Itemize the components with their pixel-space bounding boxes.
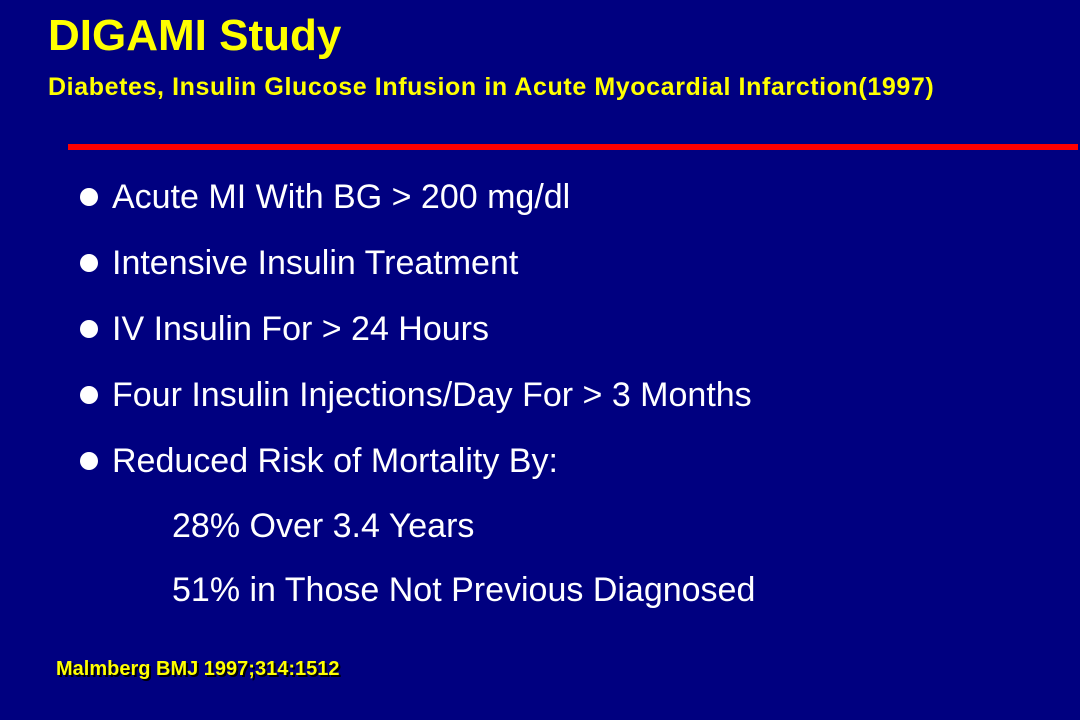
slide-subtitle: Diabetes, Insulin Glucose Infusion in Ac… — [48, 73, 935, 101]
bullet-item: Four Insulin Injections/Day For > 3 Mont… — [80, 362, 755, 428]
bullet-dot-icon — [80, 452, 98, 470]
bullet-text: Four Insulin Injections/Day For > 3 Mont… — [112, 375, 752, 414]
citation: Malmberg BMJ 1997;314:1512 — [56, 658, 340, 680]
bullet-text: Intensive Insulin Treatment — [112, 243, 519, 282]
bullet-item: IV Insulin For > 24 Hours — [80, 296, 755, 362]
bullet-text: Acute MI With BG > 200 mg/dl — [112, 177, 571, 216]
bullet-list: Acute MI With BG > 200 mg/dl Intensive I… — [80, 164, 755, 622]
bullet-item: Acute MI With BG > 200 mg/dl — [80, 164, 755, 230]
bullet-dot-icon — [80, 254, 98, 272]
bullet-text: Reduced Risk of Mortality By: — [112, 441, 558, 480]
bullet-dot-icon — [80, 320, 98, 338]
bullet-item: Reduced Risk of Mortality By: — [80, 428, 755, 494]
bullet-item: Intensive Insulin Treatment — [80, 230, 755, 296]
bullet-dot-icon — [80, 386, 98, 404]
sub-bullet-item: 28% Over 3.4 Years — [172, 507, 475, 545]
slide-title: DIGAMI Study — [48, 11, 342, 60]
title-divider — [68, 144, 1078, 150]
bullet-dot-icon — [80, 188, 98, 206]
sub-bullet-item: 51% in Those Not Previous Diagnosed — [172, 571, 756, 609]
bullet-text: IV Insulin For > 24 Hours — [112, 309, 490, 348]
